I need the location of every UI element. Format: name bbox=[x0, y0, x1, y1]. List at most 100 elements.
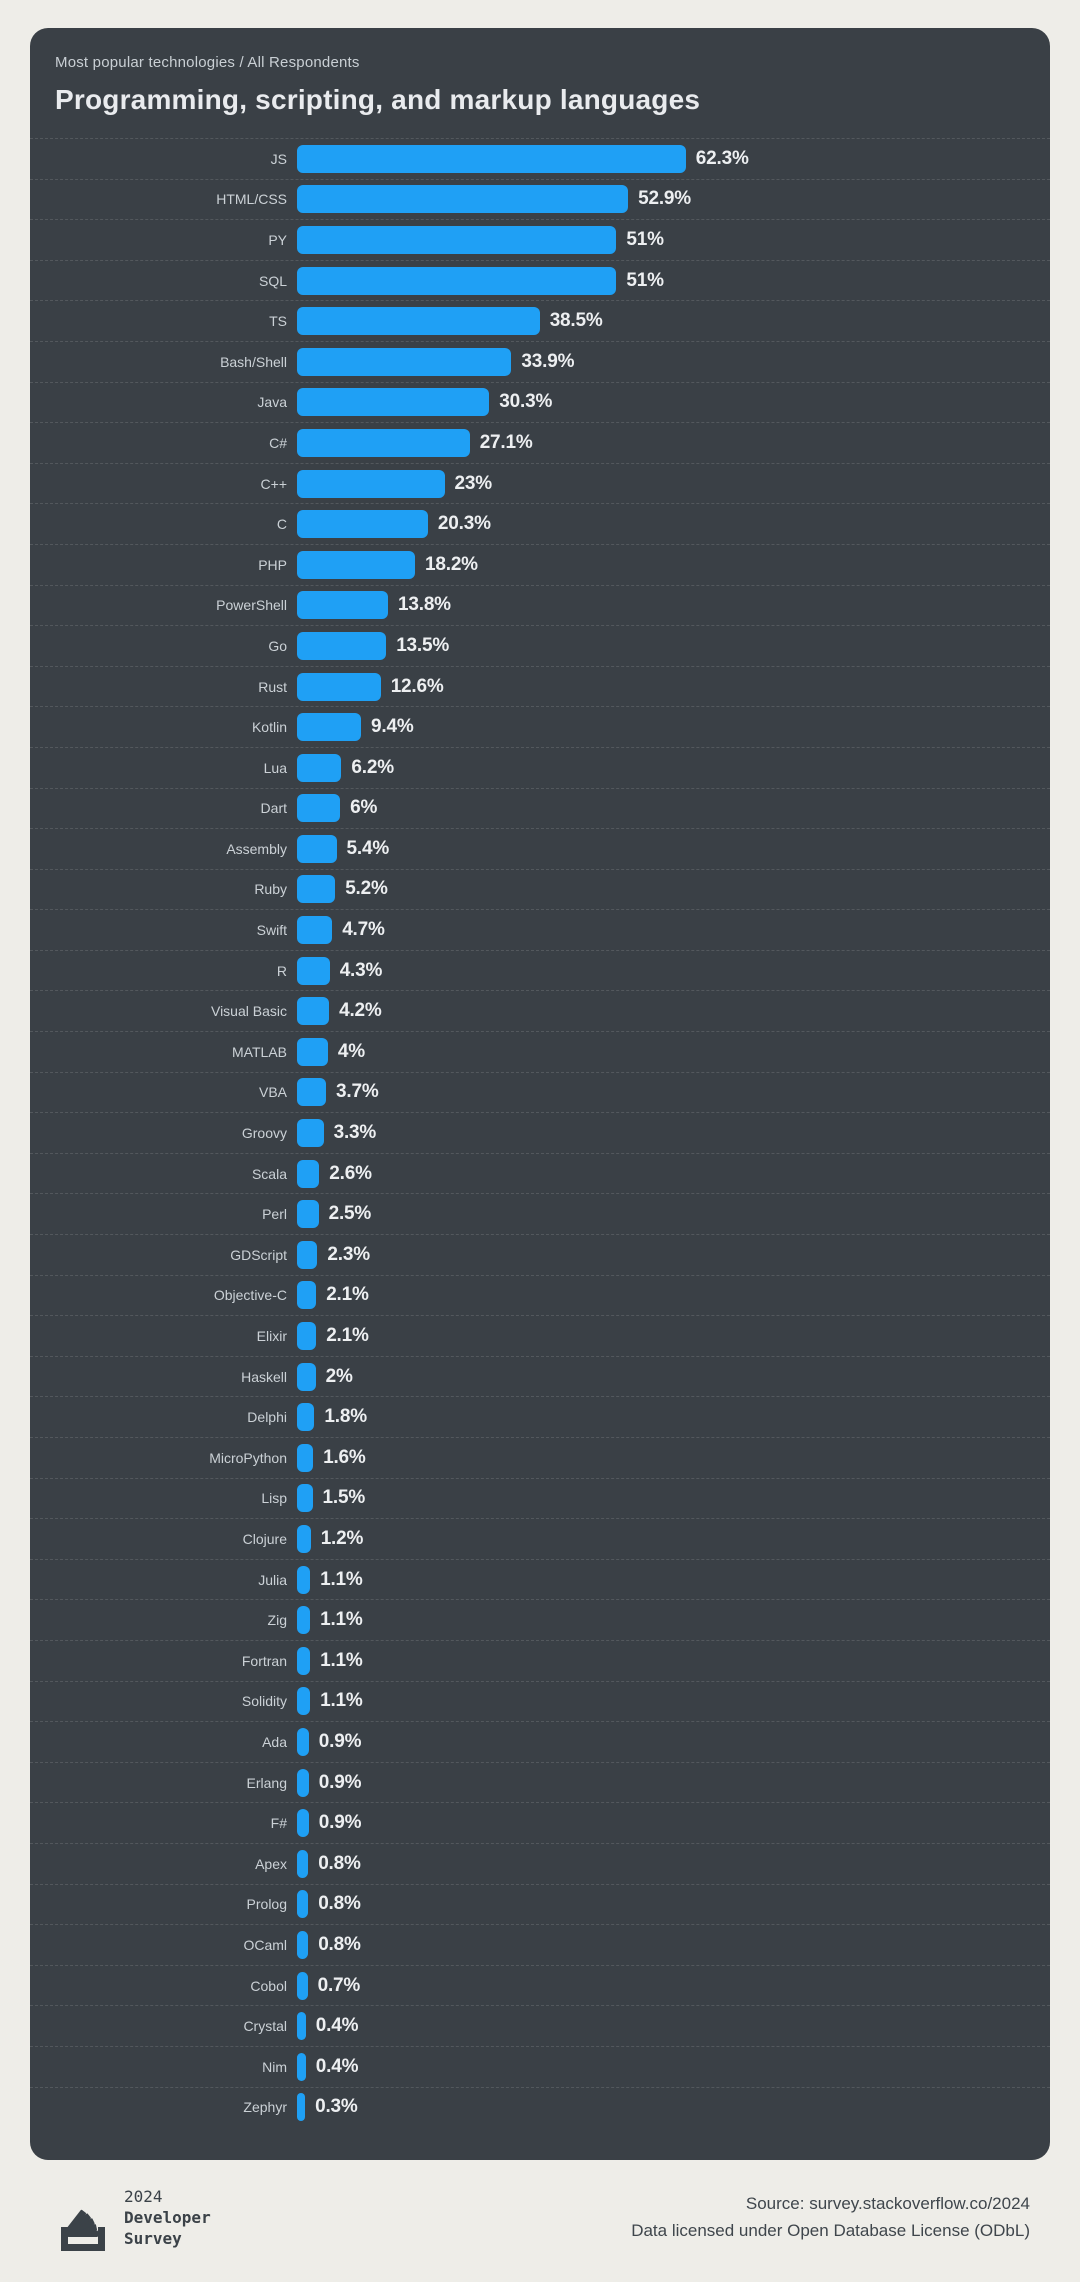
bar bbox=[297, 1524, 311, 1553]
bar bbox=[297, 1443, 314, 1472]
value-label: 1.5% bbox=[322, 1487, 366, 1509]
category-label: TS bbox=[269, 313, 287, 330]
value-label: 0.9% bbox=[318, 1771, 362, 1793]
chart-row: Erlang 0.9% bbox=[30, 1761, 1050, 1803]
bar bbox=[297, 591, 388, 620]
category-label: Objective-C bbox=[213, 1287, 287, 1304]
category-label: Crystal bbox=[243, 2018, 287, 2035]
value-label: 1.1% bbox=[320, 1649, 363, 1671]
chart-row: Scala 2.6% bbox=[30, 1152, 1050, 1194]
value-label: 23% bbox=[454, 472, 493, 494]
logo-year: 2024 bbox=[124, 2186, 163, 2206]
bar bbox=[297, 834, 337, 863]
bar bbox=[297, 1281, 317, 1310]
chart-row: PowerShell 13.8% bbox=[30, 584, 1050, 626]
chart-row: PY 51% bbox=[30, 219, 1050, 260]
category-label: PowerShell bbox=[216, 597, 287, 614]
bar bbox=[297, 1078, 326, 1107]
bar bbox=[297, 1646, 311, 1675]
logo-word-survey: Survey bbox=[124, 2228, 182, 2248]
category-label: PHP bbox=[258, 556, 287, 573]
category-label: Go bbox=[268, 637, 287, 654]
value-label: 5.4% bbox=[346, 837, 390, 859]
category-label: MicroPython bbox=[209, 1449, 287, 1466]
category-label: Cobol bbox=[250, 1977, 287, 1994]
value-label: 0.9% bbox=[318, 1812, 362, 1834]
chart-row: Bash/Shell 33.9% bbox=[30, 340, 1050, 382]
chart-row: C 20.3% bbox=[30, 503, 1050, 544]
bar bbox=[297, 1565, 311, 1594]
bar bbox=[297, 1119, 324, 1148]
category-label: Bash/Shell bbox=[220, 353, 287, 370]
value-label: 2.6% bbox=[329, 1162, 372, 1184]
bar bbox=[297, 997, 330, 1026]
category-label: Groovy bbox=[241, 1125, 287, 1142]
category-label: Nim bbox=[262, 2058, 287, 2075]
chart-row: Zig 1.1% bbox=[30, 1599, 1050, 1640]
bar bbox=[297, 753, 342, 782]
chart-row: Elixir 2.1% bbox=[30, 1315, 1050, 1356]
value-label: 38.5% bbox=[549, 310, 603, 332]
chart-row: F# 0.9% bbox=[30, 1802, 1050, 1843]
bar bbox=[297, 1687, 311, 1716]
chart-row: HTML/CSS 52.9% bbox=[30, 178, 1050, 220]
chart-row: Groovy 3.3% bbox=[30, 1112, 1050, 1153]
chart-row: Objective-C 2.1% bbox=[30, 1274, 1050, 1316]
chart-row: Ruby 5.2% bbox=[30, 868, 1050, 910]
category-label: Lua bbox=[263, 759, 287, 776]
value-label: 0.8% bbox=[318, 1893, 361, 1915]
chart-row: Apex 0.8% bbox=[30, 1842, 1050, 1884]
value-label: 20.3% bbox=[437, 513, 491, 535]
bar bbox=[297, 144, 686, 173]
value-label: 1.1% bbox=[320, 1609, 363, 1631]
value-label: 5.2% bbox=[345, 878, 388, 900]
category-label: Assembly bbox=[226, 840, 287, 857]
brand-text: 2024 Developer Survey bbox=[124, 2186, 211, 2249]
brand: 2024 Developer Survey bbox=[55, 2181, 211, 2253]
bar bbox=[297, 713, 361, 742]
value-label: 0.8% bbox=[318, 1933, 361, 1955]
chart-row: GDScript 2.3% bbox=[30, 1234, 1050, 1275]
category-label: C bbox=[276, 516, 287, 533]
bar bbox=[297, 1930, 309, 1959]
value-label: 27.1% bbox=[479, 431, 533, 453]
value-label: 4% bbox=[337, 1040, 365, 1062]
chart-row: Assembly 5.4% bbox=[30, 828, 1050, 869]
bar bbox=[297, 1159, 320, 1188]
category-label: PY bbox=[268, 231, 287, 248]
category-label: C++ bbox=[260, 475, 287, 492]
chart-row: PHP 18.2% bbox=[30, 543, 1050, 585]
chart-row: VBA 3.7% bbox=[30, 1071, 1050, 1113]
value-label: 2.3% bbox=[327, 1243, 370, 1265]
chart-row: Go 13.5% bbox=[30, 625, 1050, 666]
category-label: JS bbox=[270, 150, 287, 167]
value-label: 1.1% bbox=[320, 1690, 363, 1712]
value-label: 9.4% bbox=[371, 716, 414, 738]
chart-header: Most popular technologies / All Responde… bbox=[30, 54, 1050, 116]
bar bbox=[297, 1240, 318, 1269]
chart-row: Julia 1.1% bbox=[30, 1558, 1050, 1600]
chart-row: Clojure 1.2% bbox=[30, 1518, 1050, 1559]
value-label: 1.6% bbox=[323, 1446, 366, 1468]
bar bbox=[297, 1037, 328, 1066]
value-label: 0.3% bbox=[315, 2096, 358, 2118]
footer: 2024 Developer Survey Source: survey.sta… bbox=[30, 2160, 1050, 2282]
breadcrumb: Most popular technologies / All Responde… bbox=[55, 54, 360, 71]
chart-row: Zephyr 0.3% bbox=[30, 2086, 1050, 2128]
value-label: 1.8% bbox=[324, 1406, 367, 1428]
chart-row: Swift 4.7% bbox=[30, 909, 1050, 950]
value-label: 13.8% bbox=[398, 594, 451, 616]
chart-row: Java 30.3% bbox=[30, 381, 1050, 423]
bar bbox=[297, 1606, 311, 1635]
value-label: 51% bbox=[626, 269, 664, 291]
bar bbox=[297, 1484, 313, 1513]
category-label: Elixir bbox=[256, 1328, 287, 1345]
value-label: 18.2% bbox=[425, 553, 478, 575]
category-label: SQL bbox=[258, 272, 287, 289]
value-label: 2.1% bbox=[326, 1325, 369, 1347]
bar bbox=[297, 2093, 306, 2122]
bar bbox=[297, 2052, 306, 2081]
bar bbox=[297, 1768, 309, 1797]
bar bbox=[297, 1727, 309, 1756]
chart-row: C++ 23% bbox=[30, 462, 1050, 504]
